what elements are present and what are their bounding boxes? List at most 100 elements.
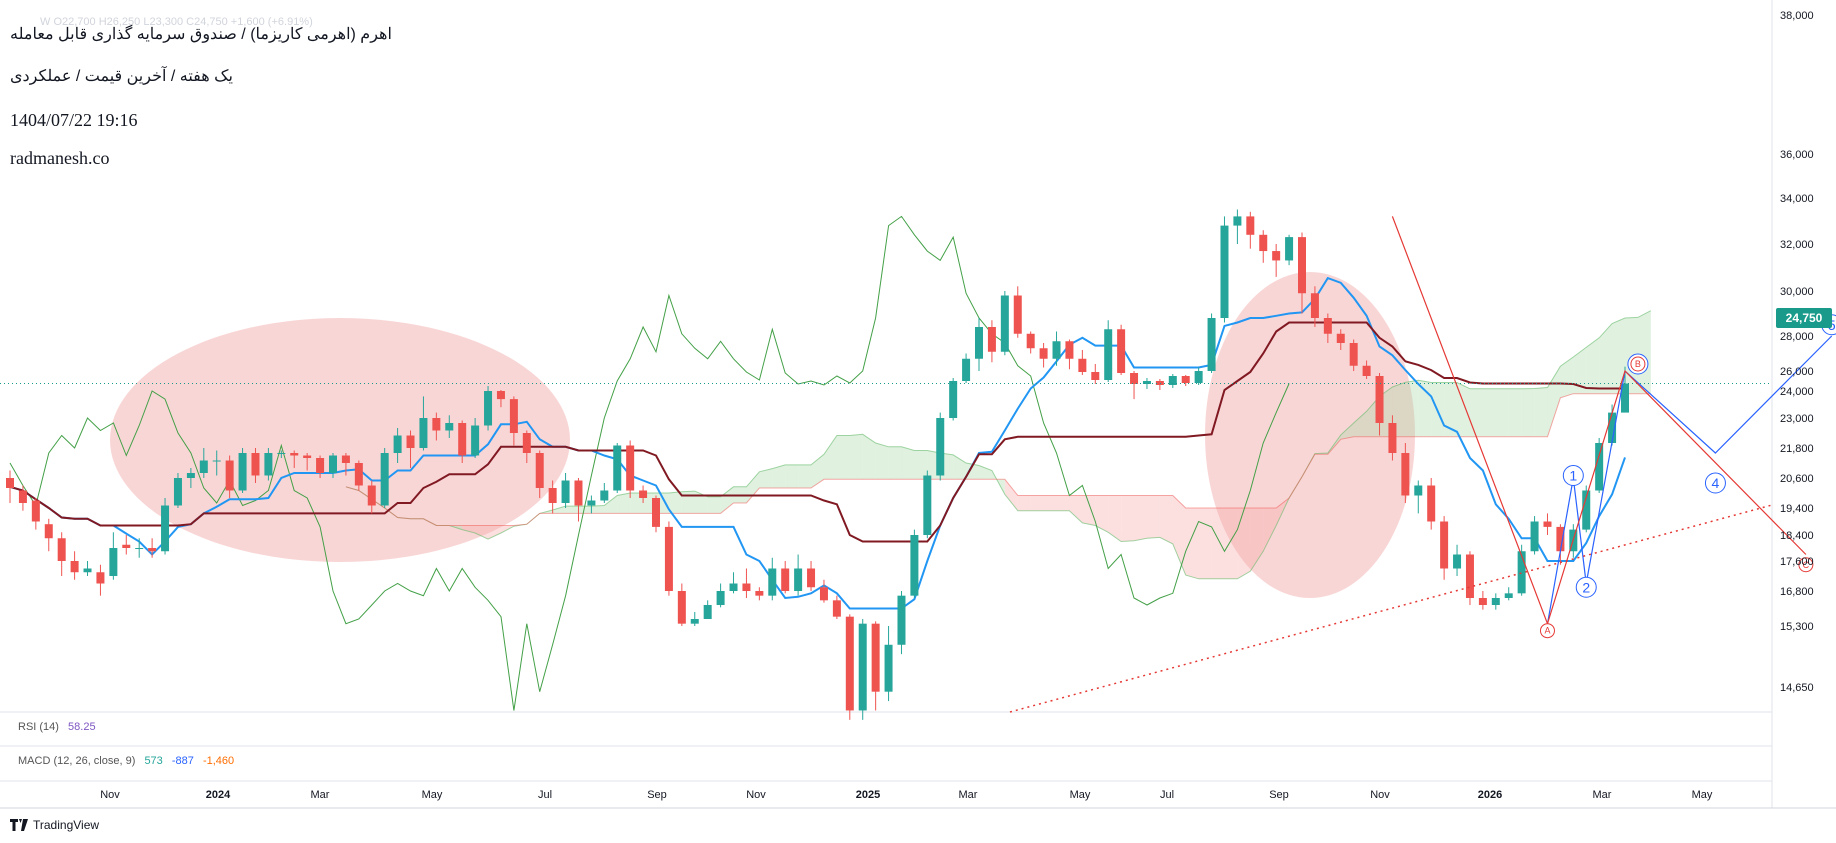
candle-body	[225, 460, 234, 491]
cloud-segment	[888, 446, 902, 480]
candle-body	[1362, 365, 1371, 376]
cloud-segment	[591, 505, 605, 514]
candle-body	[44, 524, 53, 539]
candle-body	[613, 445, 622, 491]
price-tick-label: 34,000	[1780, 193, 1814, 205]
candle-body	[807, 568, 816, 588]
wave-path-red	[1391, 216, 1807, 626]
cloud-segment	[565, 506, 579, 514]
cloud-segment	[1004, 479, 1018, 511]
lagging-span	[9, 215, 1290, 711]
cloud-segment	[1508, 388, 1522, 437]
candle-body	[83, 568, 92, 573]
price-tick-label: 17,600	[1780, 556, 1814, 568]
candle-body	[264, 453, 273, 476]
candle-body	[6, 478, 14, 488]
cloud-segment	[1017, 495, 1031, 511]
candle-body	[1155, 381, 1164, 385]
candle-body	[794, 568, 803, 591]
candle-body	[393, 435, 402, 453]
price-tick-label: 19,400	[1780, 503, 1814, 515]
candle-body	[122, 544, 131, 548]
candle-body	[1465, 554, 1474, 598]
candle-body	[703, 605, 712, 619]
wave-label-1: 1	[1569, 468, 1577, 484]
cloud-segment	[1263, 508, 1277, 552]
cloud-segment	[1612, 318, 1625, 394]
cloud-segment	[1069, 495, 1083, 523]
wave-label-a-circle	[1539, 623, 1555, 639]
cloud-segment	[1444, 382, 1458, 437]
candle-body	[1582, 490, 1591, 530]
price-tick-label: 36,000	[1780, 149, 1814, 161]
time-tick-label: Nov	[1370, 789, 1390, 801]
candle-body	[1285, 237, 1294, 261]
price-tick-label: 28,000	[1780, 331, 1814, 343]
tradingview-icon	[10, 819, 28, 831]
cloud-segment	[1599, 323, 1613, 394]
candle-body	[1556, 526, 1565, 552]
tradingview-logo[interactable]: TradingView	[10, 818, 99, 832]
wave-label-b: B	[1635, 359, 1641, 369]
candle-body	[716, 591, 725, 605]
macd-legend[interactable]: MACD (12, 26, close, 9) 573 -887 -1,460	[18, 755, 234, 767]
price-tick-label: 14,650	[1780, 682, 1814, 694]
candle-body	[884, 644, 893, 692]
macd-value-1: 573	[144, 755, 163, 767]
wave-label-c: C	[1803, 560, 1810, 570]
candle-body	[18, 490, 27, 503]
cloud-segment	[875, 443, 889, 480]
candle-body	[742, 583, 751, 591]
cloud-segment	[1159, 495, 1173, 544]
candle-body	[1220, 225, 1229, 318]
candle-body	[1246, 216, 1255, 235]
cloud-segment	[1224, 508, 1238, 579]
cloud-segment	[1198, 508, 1212, 579]
price-tick-label: 15,300	[1780, 621, 1814, 633]
candle-body	[1142, 381, 1151, 384]
candle-body	[781, 568, 790, 591]
time-tick-label: Sep	[1269, 789, 1289, 801]
cloud-segment	[488, 525, 501, 540]
time-tick-label: Mar	[959, 789, 978, 801]
price-tick-label: 20,600	[1780, 473, 1814, 485]
cloud-segment	[1353, 411, 1367, 437]
price-tick-label: 32,000	[1780, 239, 1814, 251]
candle-body	[31, 500, 40, 522]
price-tick-label: 16,800	[1780, 586, 1814, 598]
candle-body	[677, 591, 686, 624]
cloud-segment	[1030, 495, 1044, 511]
candle-body	[1530, 521, 1539, 552]
brand-name: TradingView	[33, 818, 100, 832]
leading-span-b	[345, 393, 1651, 526]
cloud-segment	[1521, 388, 1535, 437]
candle-body	[729, 583, 738, 591]
cloud-segment	[1495, 388, 1509, 437]
candle-body	[535, 453, 544, 488]
cloud-segment	[707, 496, 721, 514]
cloud-segment	[617, 493, 631, 514]
wave-label-2-circle	[1575, 576, 1597, 598]
rsi-legend[interactable]: RSI (14) 58.25	[18, 721, 96, 733]
cloud-segment	[966, 463, 979, 480]
chart-title-line2: یک هفته / آخرین قیمت / عملکردی	[10, 68, 233, 85]
macd-value-2: -887	[171, 755, 194, 767]
price-tick-label: 30,000	[1780, 286, 1814, 298]
candle-body	[652, 498, 660, 527]
cloud-segment	[1637, 310, 1651, 394]
candle-body	[1078, 358, 1087, 372]
candle-body	[639, 490, 648, 498]
cloud-segment	[694, 491, 708, 514]
candle-body	[936, 418, 945, 476]
candle-body	[1504, 593, 1513, 598]
candle-body	[1401, 453, 1410, 496]
candle-body	[70, 561, 79, 573]
cloud-segment	[798, 464, 812, 488]
cloud-segment	[1560, 357, 1574, 398]
cloud-segment	[475, 525, 489, 540]
candle-body	[303, 455, 312, 458]
candle-body	[1272, 251, 1281, 261]
cloud-segment	[1573, 347, 1587, 394]
candle-body	[471, 425, 480, 456]
